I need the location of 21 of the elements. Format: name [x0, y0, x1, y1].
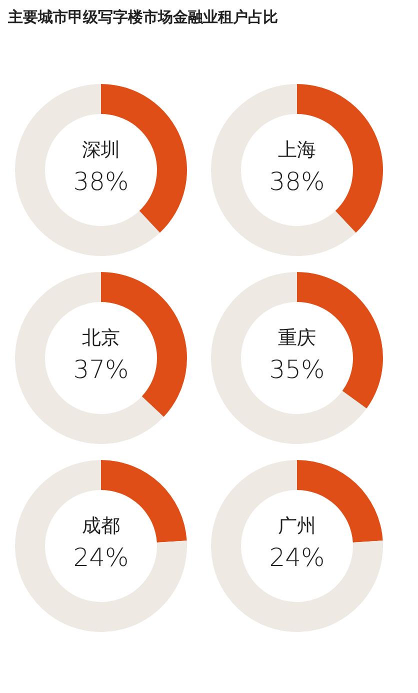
text: 广州 [278, 515, 316, 537]
text: 37% [73, 355, 129, 384]
text: 35% [269, 355, 325, 384]
donut-slice [297, 460, 383, 542]
text: 38% [73, 167, 129, 196]
text: 38% [269, 167, 325, 196]
donut-slice [15, 84, 160, 256]
text: 上海 [278, 139, 316, 161]
donut-slice [211, 460, 383, 632]
text: 重庆 [278, 327, 316, 349]
text: 深圳 [82, 139, 120, 161]
text: 24% [269, 543, 325, 572]
text: 主要城市甲级写字楼市场金融业租户占比 [7, 8, 278, 26]
text: 24% [73, 543, 129, 572]
text: 北京 [82, 327, 120, 349]
donut-slice [15, 272, 164, 444]
donut-slice [15, 460, 187, 632]
donut-slice [211, 84, 356, 256]
donut-slice [211, 272, 367, 444]
donut-slice [101, 460, 187, 542]
text: 成都 [82, 515, 120, 537]
